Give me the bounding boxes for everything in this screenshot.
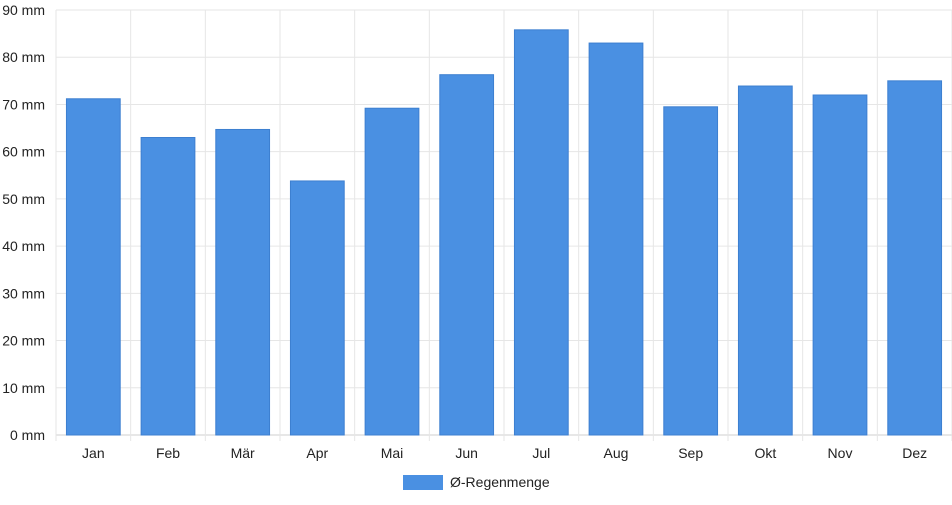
bar-sep[interactable] bbox=[663, 106, 719, 436]
y-tick-label: 80 mm bbox=[2, 49, 45, 65]
y-tick-label: 0 mm bbox=[10, 427, 45, 443]
x-tick-label: Aug bbox=[604, 445, 629, 461]
bar-jan[interactable] bbox=[65, 98, 121, 436]
bar-mär[interactable] bbox=[215, 128, 271, 436]
x-tick-label: Apr bbox=[306, 445, 328, 461]
x-tick-label: Mär bbox=[231, 445, 255, 461]
grid-layer bbox=[55, 9, 952, 441]
legend-swatch[interactable] bbox=[403, 475, 443, 490]
x-tick-label: Feb bbox=[156, 445, 180, 461]
x-tick-label: Nov bbox=[828, 445, 853, 461]
y-axis: 0 mm 10 mm 20 mm 30 mm 40 mm 50 mm 60 mm 70 mm 8… bbox=[2, 2, 45, 443]
y-tick-label: 70 mm bbox=[2, 96, 45, 112]
y-tick-label: 50 mm bbox=[2, 191, 45, 207]
x-tick-label: Jan bbox=[82, 445, 105, 461]
x-tick-label: Sep bbox=[678, 445, 703, 461]
y-tick-label: 90 mm bbox=[2, 2, 45, 18]
bar-nov[interactable] bbox=[812, 94, 868, 436]
bar-mai[interactable] bbox=[364, 107, 420, 436]
y-tick-label: 60 mm bbox=[2, 144, 45, 160]
bar-feb[interactable] bbox=[140, 137, 196, 436]
legend[interactable]: Ø-Regenmenge bbox=[403, 474, 550, 490]
x-tick-label: Dez bbox=[902, 445, 927, 461]
y-tick-label: 20 mm bbox=[2, 333, 45, 349]
bar-dez[interactable] bbox=[887, 80, 943, 436]
bar-aug[interactable] bbox=[588, 42, 644, 436]
y-tick-label: 10 mm bbox=[2, 380, 45, 396]
x-tick-label: Jul bbox=[532, 445, 550, 461]
x-tick-label: Jun bbox=[455, 445, 478, 461]
x-tick-label: Mai bbox=[381, 445, 404, 461]
x-tick-label: Okt bbox=[754, 445, 776, 461]
bar-jul[interactable] bbox=[513, 29, 569, 436]
y-tick-label: 30 mm bbox=[2, 285, 45, 301]
x-axis: Jan Feb Mär Apr Mai Jun Jul Aug Sep Okt Nov Dez bbox=[82, 445, 927, 461]
bar-okt[interactable] bbox=[737, 85, 793, 436]
bar-apr[interactable] bbox=[289, 180, 345, 436]
bar-jun[interactable] bbox=[439, 74, 495, 436]
bars-layer bbox=[65, 29, 943, 436]
legend-label[interactable]: Ø-Regenmenge bbox=[450, 474, 550, 490]
y-tick-label: 40 mm bbox=[2, 238, 45, 254]
